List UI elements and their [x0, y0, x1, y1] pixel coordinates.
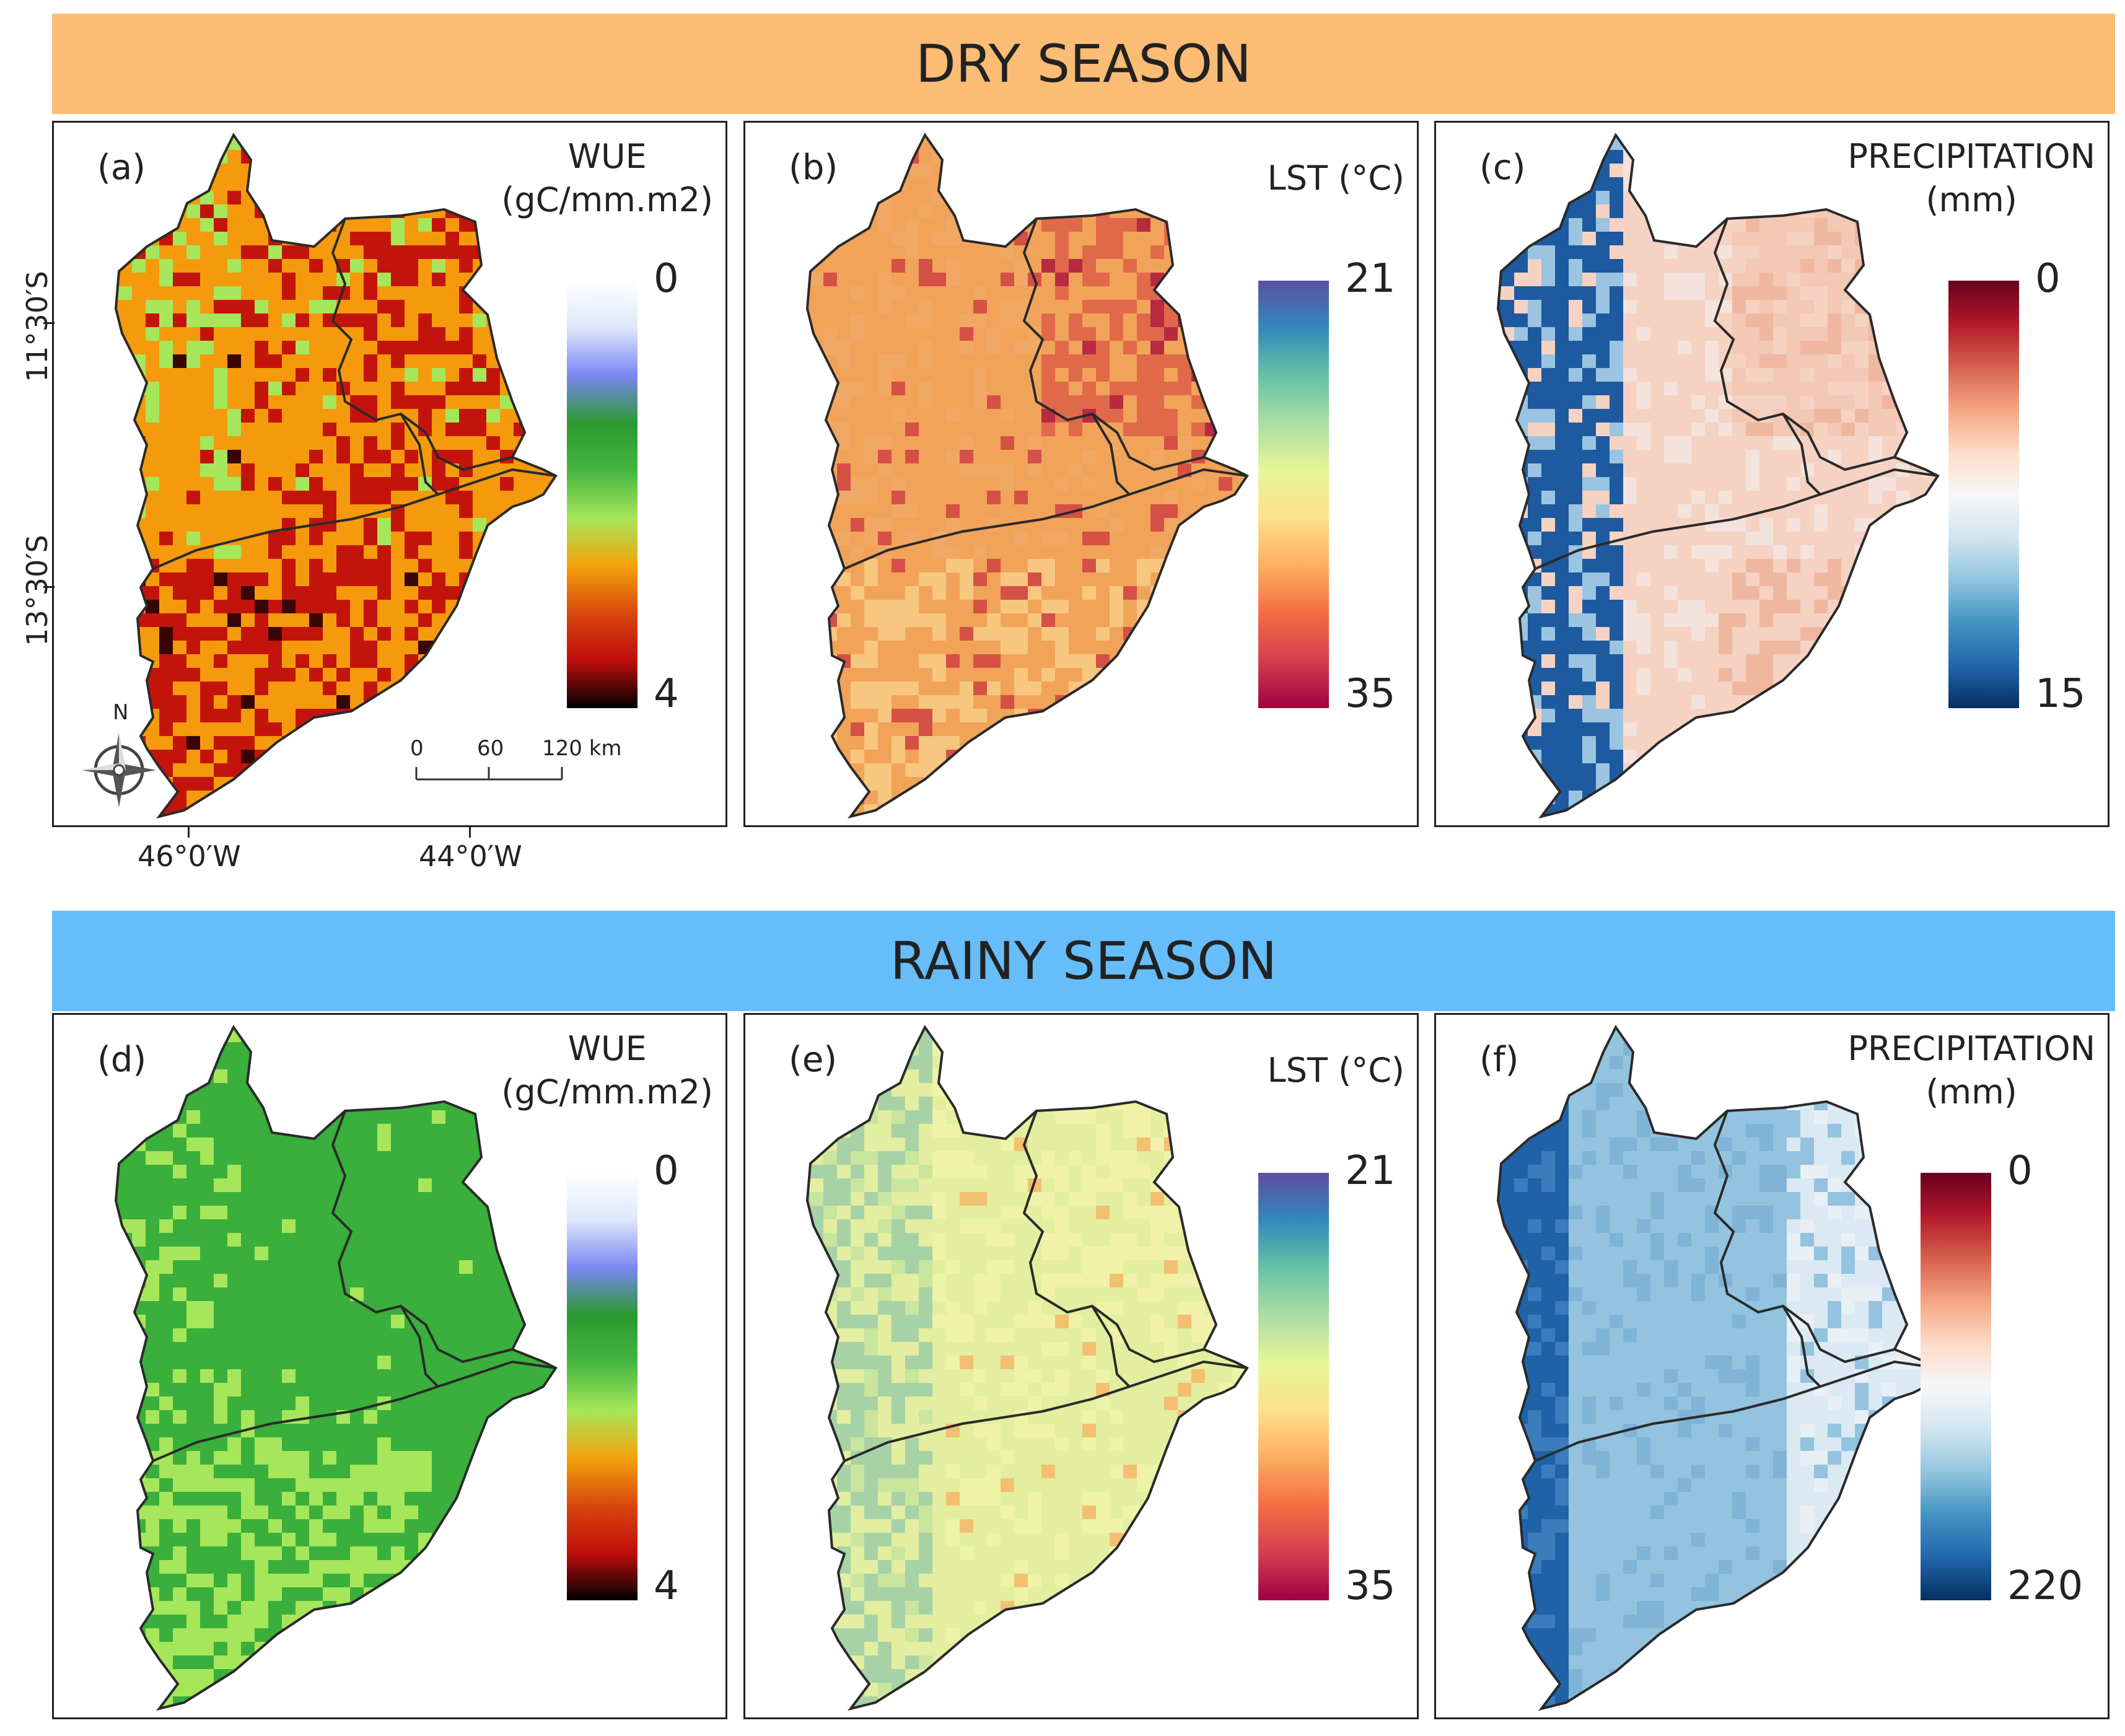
- colorbar-min-label: 21: [1345, 256, 1396, 302]
- legend-title-line2: (gC/mm.m2): [501, 180, 713, 219]
- basin-outline: [114, 1025, 558, 1711]
- colorbar-max-label: 35: [1345, 671, 1396, 717]
- lon-label-right: 44°0′W: [419, 840, 522, 873]
- sub-basin-boundary-2: [1535, 468, 1939, 570]
- sub-basin-boundary-1: [1022, 1110, 1204, 1364]
- sub-basin-boundary-3: [1782, 1305, 1821, 1388]
- basin-raster-d: [116, 1027, 556, 1709]
- legend-title-b: LST (°C): [1268, 157, 1404, 200]
- sub-basin-boundary-2: [1535, 1360, 1939, 1462]
- basin-outline: [114, 133, 558, 819]
- legend-title-line1: PRECIPITATION: [1847, 1029, 2095, 1068]
- lon-tick-left: [188, 826, 190, 838]
- colorbar-max-label: 4: [654, 1563, 679, 1609]
- legend-title-f: PRECIPITATION (mm): [1847, 1027, 2095, 1114]
- colorbar-min-label: 21: [1345, 1148, 1396, 1194]
- colorbar-wue: [567, 281, 638, 708]
- basin-outline: [805, 1025, 1249, 1711]
- colorbar-max-label: 220: [2007, 1563, 2083, 1609]
- basin-outline: [1496, 133, 1940, 819]
- map-panel-b: (b) LST (°C) 21 35: [743, 121, 1419, 827]
- north-label: N: [113, 700, 129, 725]
- sub-basin-boundary-2: [152, 468, 556, 570]
- basin-map-a: [114, 133, 558, 819]
- basin-map-f: [1496, 1025, 1940, 1711]
- panel-label-d: (d): [97, 1040, 147, 1080]
- dry-season-banner: DRY SEASON: [52, 14, 2115, 114]
- basin-map-d: [114, 1025, 558, 1711]
- legend-title-line2: (gC/mm.m2): [501, 1072, 713, 1111]
- sub-basin-boundary-2: [152, 1360, 556, 1462]
- basin-outline: [1496, 1025, 1940, 1711]
- map-panel-d: (d) WUE (gC/mm.m2) 0 4: [52, 1013, 727, 1719]
- basin-map-c: [1496, 133, 1940, 819]
- map-panel-e: (e) LST (°C) 21 35: [743, 1013, 1419, 1719]
- legend-title-line1: PRECIPITATION: [1847, 137, 2095, 176]
- panel-label-e: (e): [789, 1040, 838, 1080]
- sub-basin-boundary-1: [331, 1110, 513, 1364]
- basin-raster-f: [1498, 1027, 1938, 1709]
- sub-basin-boundary-2: [844, 468, 1248, 570]
- map-panel-c: (c) PRECIPITATION (mm) 0 15: [1434, 121, 2110, 827]
- colorbar-max-label: 35: [1345, 1563, 1396, 1609]
- colorbar-max-label: 4: [654, 671, 679, 717]
- colorbar-precip: [1948, 281, 2019, 708]
- sub-basin-boundary-1: [1713, 218, 1895, 471]
- colorbar-precip: [1921, 1173, 1991, 1600]
- panel-label-c: (c): [1479, 147, 1526, 188]
- basin-raster-c: [1498, 135, 1938, 817]
- legend-title-e: LST (°C): [1268, 1049, 1404, 1092]
- legend-title-line1: WUE: [567, 137, 647, 176]
- sub-basin-boundary-2: [844, 1360, 1248, 1462]
- lat-tick-top: [43, 322, 55, 324]
- legend-title-line1: LST (°C): [1267, 1051, 1404, 1090]
- colorbar-min-label: 0: [2007, 1148, 2033, 1194]
- basin-map-b: [805, 133, 1249, 819]
- basin-map-e: [805, 1025, 1249, 1711]
- lat-tick-bottom: [43, 586, 55, 588]
- legend-title-line2: (mm): [1926, 180, 2017, 219]
- legend-title-line2: (mm): [1926, 1072, 2017, 1111]
- colorbar-min-label: 0: [2035, 256, 2061, 302]
- colorbar-min-label: 0: [654, 1148, 679, 1194]
- rainy-season-banner: RAINY SEASON: [52, 911, 2115, 1011]
- basin-raster-e: [807, 1027, 1247, 1709]
- sub-basin-boundary-1: [331, 218, 513, 471]
- rainy-season-title: RAINY SEASON: [890, 931, 1277, 991]
- panel-label-f: (f): [1479, 1040, 1519, 1080]
- legend-title-c: PRECIPITATION (mm): [1847, 135, 2095, 222]
- colorbar-wue: [567, 1173, 638, 1600]
- colorbar-lst: [1258, 281, 1329, 708]
- basin-outline: [805, 133, 1249, 819]
- sub-basin-boundary-3: [1091, 413, 1131, 496]
- north-arrow-icon: [82, 733, 156, 807]
- sub-basin-boundary-1: [1713, 1110, 1895, 1364]
- legend-title-line1: LST (°C): [1267, 159, 1404, 198]
- colorbar-min-label: 0: [654, 256, 679, 302]
- map-panel-f: (f) PRECIPITATION (mm) 0 220: [1434, 1013, 2110, 1719]
- sub-basin-boundary-1: [1022, 218, 1204, 471]
- lat-label-bottom: 13°30′S: [20, 535, 54, 646]
- sub-basin-boundary-3: [1782, 413, 1821, 496]
- colorbar-lst: [1258, 1173, 1329, 1600]
- legend-title-d: WUE (gC/mm.m2): [501, 1027, 713, 1114]
- scale-bar-label-t2: 120 km: [542, 736, 622, 761]
- scale-bar-label-t1: 60: [477, 736, 504, 761]
- colorbar-max-label: 15: [2035, 671, 2086, 717]
- lon-label-left: 46°0′W: [138, 840, 241, 873]
- dry-season-title: DRY SEASON: [916, 33, 1251, 94]
- map-panel-a: (a) WUE (gC/mm.m2) 0 4 N 0 60 120 km: [52, 121, 727, 827]
- panel-label-b: (b): [789, 147, 838, 188]
- scale-bar-label-t0: 0: [410, 736, 424, 761]
- lat-label-top: 11°30′S: [20, 271, 54, 382]
- scale-bar: [415, 767, 563, 781]
- panel-label-a: (a): [97, 147, 146, 188]
- legend-title-a: WUE (gC/mm.m2): [501, 135, 713, 222]
- lon-tick-right: [469, 826, 471, 838]
- legend-title-line1: WUE: [567, 1029, 647, 1068]
- sub-basin-boundary-3: [1091, 1305, 1131, 1388]
- sub-basin-boundary-3: [400, 1305, 439, 1388]
- basin-raster-b: [807, 135, 1247, 817]
- sub-basin-boundary-3: [400, 413, 439, 496]
